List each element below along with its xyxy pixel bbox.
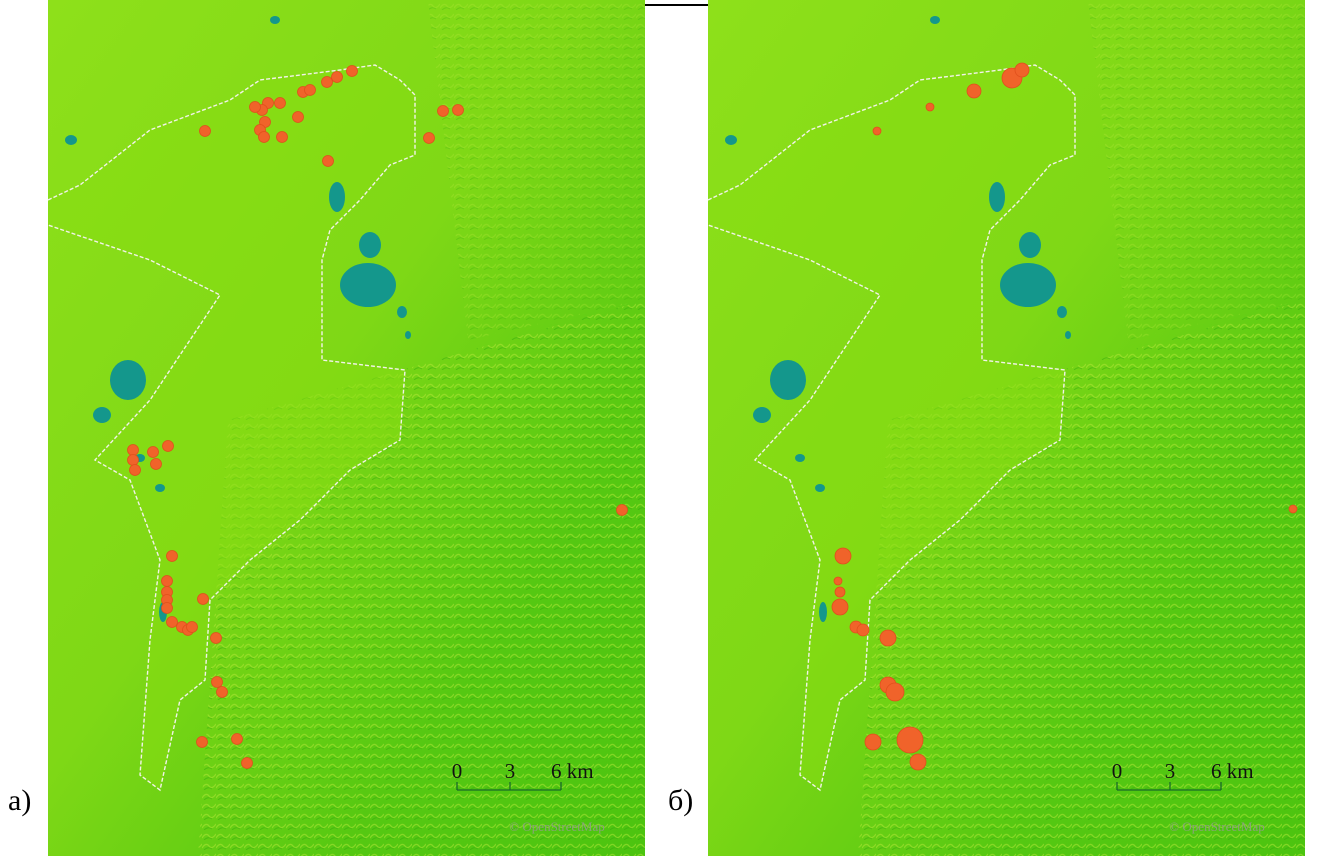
map-marker <box>167 551 178 562</box>
map-marker <box>148 447 159 458</box>
map-marker <box>873 127 881 135</box>
map-marker <box>197 737 208 748</box>
map-marker <box>259 132 270 143</box>
attribution: © OpenStreetMap <box>1169 819 1264 834</box>
map-marker <box>212 677 223 688</box>
attribution: © OpenStreetMap <box>509 819 604 834</box>
map-marker <box>886 683 904 701</box>
map-marker <box>250 102 261 113</box>
map-marker <box>453 105 464 116</box>
map-marker <box>1289 505 1297 513</box>
map-marker <box>242 758 253 769</box>
map-marker <box>167 617 178 628</box>
map-marker <box>322 77 333 88</box>
scale-label: 6 km <box>1211 759 1254 783</box>
map-marker <box>305 85 316 96</box>
scale-label: 0 <box>1112 759 1123 783</box>
map-marker <box>857 624 869 636</box>
map-marker <box>347 66 358 77</box>
map-marker <box>897 727 923 753</box>
figure: а) 0 3 6 km © OpenStreetMap б) 0 3 6 km … <box>0 0 1323 856</box>
map-marker <box>438 106 449 117</box>
basemap <box>708 0 1305 856</box>
scale-label: 3 <box>505 759 516 783</box>
map-marker <box>832 599 848 615</box>
map-marker <box>617 505 628 516</box>
map-marker <box>926 103 934 111</box>
map-marker <box>332 72 343 83</box>
map-marker <box>187 622 198 633</box>
basemap <box>48 0 645 856</box>
map-marker <box>128 455 139 466</box>
map-marker <box>880 630 896 646</box>
map-marker <box>162 603 173 614</box>
map-marker <box>323 156 334 167</box>
map-marker <box>128 445 139 456</box>
map-marker <box>293 112 304 123</box>
map-marker <box>151 459 162 470</box>
panel-label: б) <box>668 784 693 817</box>
map-marker <box>910 754 926 770</box>
map-marker <box>865 734 881 750</box>
map-marker <box>200 126 211 137</box>
map-marker <box>130 465 141 476</box>
panel-label: а) <box>8 784 31 817</box>
map-marker <box>835 587 845 597</box>
map-marker <box>232 734 243 745</box>
map-marker <box>163 441 174 452</box>
map-marker <box>275 98 286 109</box>
map-marker <box>162 576 173 587</box>
scale-label: 3 <box>1165 759 1176 783</box>
map-marker <box>424 133 435 144</box>
map-marker <box>835 548 851 564</box>
map-marker <box>277 132 288 143</box>
map-marker <box>211 633 222 644</box>
map-marker <box>198 594 209 605</box>
map-marker <box>967 84 981 98</box>
figure-canvas: а) 0 3 6 km © OpenStreetMap б) 0 3 6 km … <box>0 0 1323 856</box>
map-marker <box>217 687 228 698</box>
map-marker <box>834 577 842 585</box>
scale-label: 6 km <box>551 759 594 783</box>
map-marker <box>1015 63 1029 77</box>
scale-label: 0 <box>452 759 463 783</box>
